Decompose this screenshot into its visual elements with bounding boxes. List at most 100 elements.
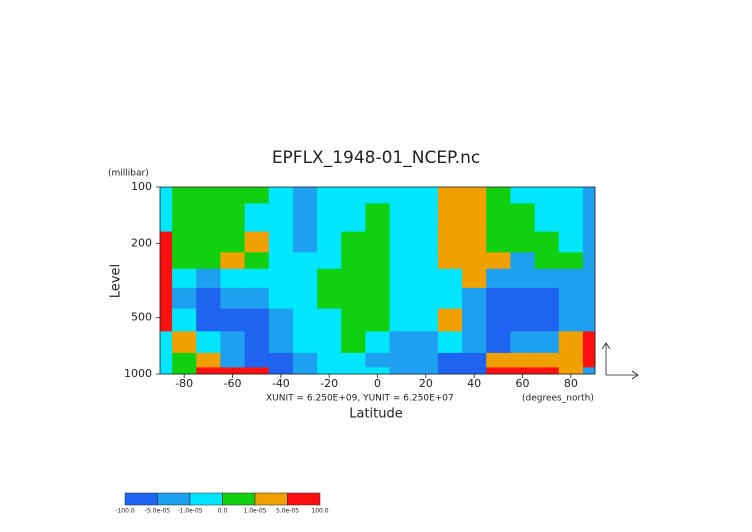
contour-cell (172, 287, 197, 310)
y-tick-label: 200 (131, 236, 152, 249)
contour-cell (160, 367, 173, 375)
contour-cell (196, 231, 221, 253)
colorbar-label: -100.0 (115, 508, 135, 515)
contour-cell (413, 308, 439, 332)
contour-cell (292, 231, 318, 253)
contour-cell (220, 252, 246, 270)
contour-cell (558, 308, 584, 332)
x-tick-label: -20 (320, 377, 338, 390)
contour-cell (462, 231, 487, 253)
contour-cell (413, 203, 439, 233)
contour-cell (413, 352, 439, 368)
contour-cell (220, 331, 246, 354)
contour-cell (244, 367, 270, 375)
y-unit: (millibar) (108, 169, 149, 179)
contour-cell (365, 187, 391, 204)
contour-cell (558, 203, 584, 233)
contour-cell (268, 367, 294, 375)
contour-cell (486, 308, 511, 332)
contour-cell (558, 231, 584, 253)
x-tick-label: -40 (272, 377, 290, 390)
contour-field (160, 187, 596, 375)
contour-cell (292, 352, 318, 368)
contour-cell (389, 252, 415, 270)
contour-cell (244, 268, 270, 289)
contour-cell (317, 252, 342, 270)
contour-cell (160, 231, 173, 253)
contour-cell (462, 203, 487, 233)
contour-cell (462, 187, 487, 204)
contour-cell (510, 231, 536, 253)
contour-cell (268, 187, 294, 204)
colorbar-box (124, 492, 158, 506)
contour-cell (365, 352, 391, 368)
contour-cell (437, 331, 463, 354)
contour-cell (292, 287, 318, 310)
contour-cell (244, 352, 270, 368)
contour-cell (462, 252, 487, 270)
contour-cell (437, 287, 463, 310)
contour-cell (510, 287, 536, 310)
contour-cell (534, 252, 560, 270)
contour-cell (220, 287, 246, 310)
y-tick-label: 100 (131, 180, 152, 193)
contour-cell (510, 203, 536, 233)
contour-cell (160, 352, 173, 368)
colorbar-label: -1.0e-05 (177, 508, 202, 515)
contour-cell (172, 331, 197, 354)
contour-cell (486, 187, 511, 204)
colorbar-box (189, 492, 223, 506)
contour-cell (317, 331, 342, 354)
contour-cell (341, 252, 366, 270)
contour-cell (268, 287, 294, 310)
contour-cell (389, 308, 415, 332)
contour-cell (462, 308, 487, 332)
contour-cell (558, 187, 584, 204)
contour-cell (244, 331, 270, 354)
contour-cell (220, 231, 246, 253)
contour-cell (462, 268, 487, 289)
contour-cell (160, 203, 173, 233)
contour-cell (510, 331, 536, 354)
contour-cell (510, 352, 536, 368)
contour-cell (220, 308, 246, 332)
contour-cell (220, 203, 246, 233)
contour-cell (317, 287, 342, 310)
contour-cell (413, 268, 439, 289)
contour-cell (172, 187, 197, 204)
contour-cell (244, 203, 270, 233)
contour-cell (582, 308, 596, 332)
contour-cell (389, 367, 415, 375)
contour-cell (172, 308, 197, 332)
contour-cell (341, 287, 366, 310)
contour-cell (244, 231, 270, 253)
contour-cell (341, 367, 366, 375)
contour-cell (558, 352, 584, 368)
contour-cell (292, 252, 318, 270)
contour-cell (462, 287, 487, 310)
contour-cell (486, 331, 511, 354)
contour-cell (534, 203, 560, 233)
contour-cell (437, 367, 463, 375)
contour-cell (365, 308, 391, 332)
contour-cell (220, 187, 246, 204)
contour-cell (486, 231, 511, 253)
contour-cell (196, 203, 221, 233)
contour-cell (510, 187, 536, 204)
y-tick-label: 500 (131, 311, 152, 324)
contour-cell (317, 367, 342, 375)
contour-cell (196, 287, 221, 310)
contour-cell (582, 352, 596, 368)
contour-cell (317, 203, 342, 233)
contour-cell (341, 203, 366, 233)
contour-cell (244, 287, 270, 310)
x-tick-label: 80 (564, 377, 578, 390)
contour-cell (160, 308, 173, 332)
contour-cell (413, 187, 439, 204)
contour-cell (413, 367, 439, 375)
contour-cell (268, 331, 294, 354)
contour-cell (160, 268, 173, 289)
contour-cell (582, 268, 596, 289)
contour-cell (582, 287, 596, 310)
vector-scale: XUNIT = 6.250E+09, YUNIT = 6.250E+07 (266, 394, 454, 404)
